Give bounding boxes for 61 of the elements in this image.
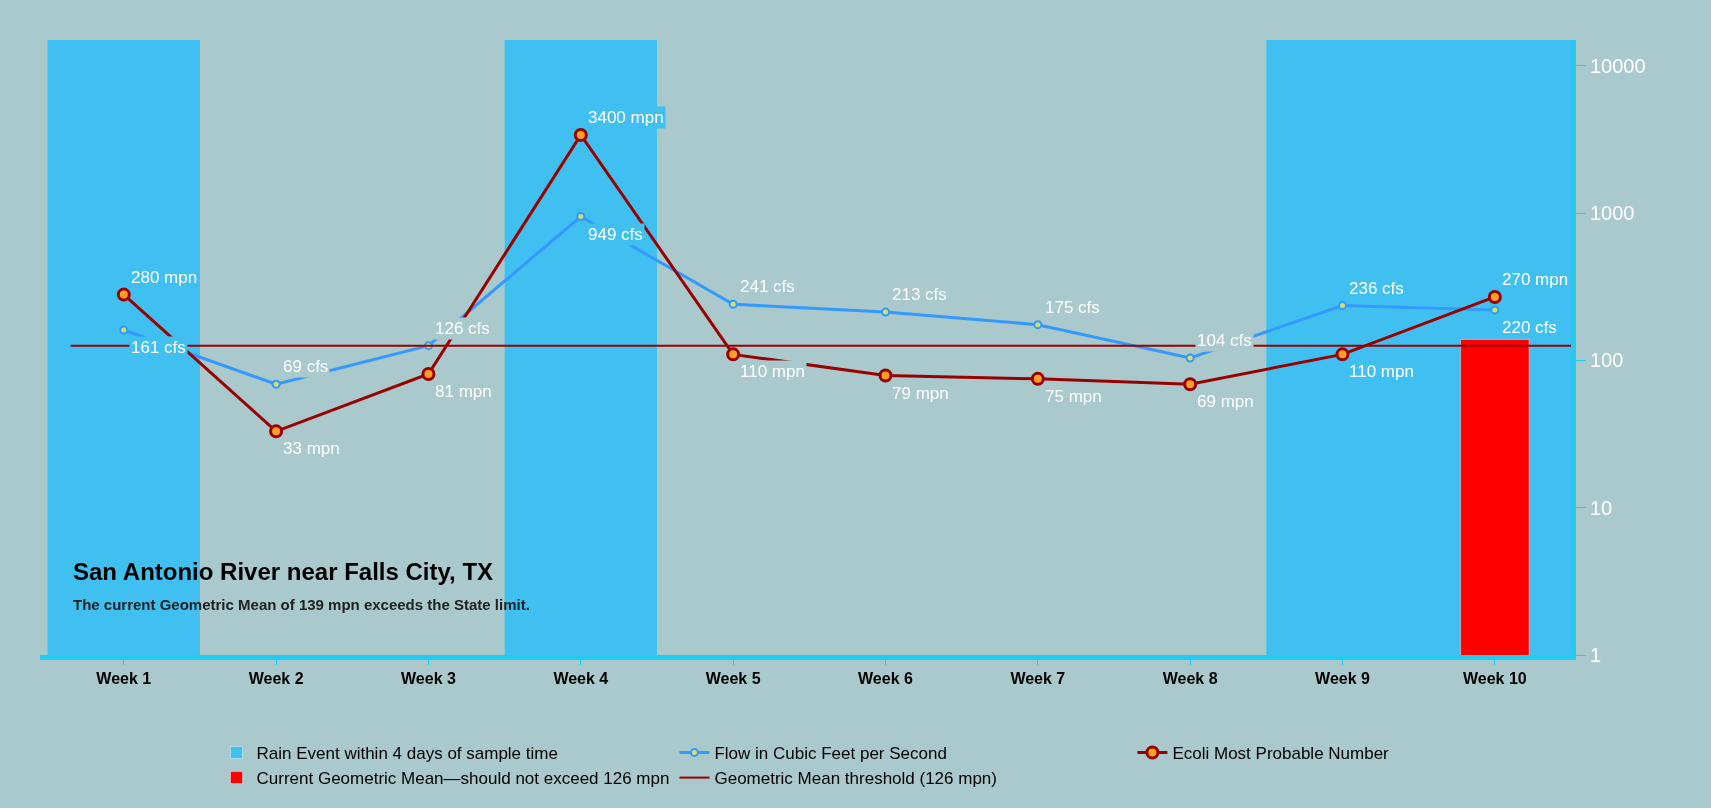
legend-label: Geometric Mean threshold (126 mpn) — [714, 769, 997, 789]
data-label: 69 mpn — [1197, 392, 1254, 411]
point — [880, 307, 890, 317]
y-tick-label: 10 — [1590, 496, 1613, 519]
data-label: 236 cfs — [1349, 279, 1404, 298]
point — [421, 366, 436, 381]
data-label: 241 cfs — [740, 277, 795, 296]
point — [1335, 347, 1350, 362]
data-label: 104 cfs — [1197, 331, 1252, 350]
legend-label: Rain Event within 4 days of sample time — [256, 744, 558, 764]
data-label: 3400 mpn — [588, 108, 664, 127]
data-label: 213 cfs — [892, 285, 947, 304]
point — [1487, 289, 1502, 304]
y-tick-label: 1000 — [1590, 202, 1635, 225]
x-tick-label: Week 2 — [248, 670, 304, 688]
data-label: 126 cfs — [435, 319, 490, 338]
point — [116, 287, 131, 302]
legend-label: Current Geometric Mean—should not exceed 126 mpn — [256, 769, 670, 789]
x-tick-label: Week 4 — [553, 670, 609, 688]
legend-label: Flow in Cubic Feet per Second — [714, 744, 947, 764]
data-label: 161 cfs — [131, 338, 186, 357]
data-label: 81 mpn — [435, 382, 492, 401]
text: San Antonio River near Falls City, TX — [73, 558, 494, 585]
point — [1337, 301, 1347, 311]
legend-label: Ecoli Most Probable Number — [1172, 744, 1390, 764]
point — [1490, 305, 1500, 315]
data-label: 270 mpn — [1502, 270, 1569, 289]
data-label: 79 mpn — [892, 384, 949, 403]
data-label: 280 mpn — [131, 268, 198, 287]
x-tick-label: Week 7 — [1010, 670, 1066, 688]
point — [1030, 371, 1045, 386]
point — [271, 379, 281, 389]
y-tick-label: 10000 — [1590, 54, 1646, 77]
point — [119, 325, 129, 335]
point — [1183, 377, 1198, 392]
data-label: 75 mpn — [1045, 387, 1102, 406]
y-tick-label: 100 — [1590, 349, 1624, 372]
x-tick-label: Week 8 — [1162, 670, 1218, 688]
data-label: 33 mpn — [283, 439, 340, 458]
point — [573, 127, 588, 142]
x-tick-label: Week 5 — [705, 670, 761, 688]
point — [269, 424, 284, 439]
x-tick-label: Week 3 — [401, 670, 456, 688]
data-label: 949 cfs — [588, 225, 643, 244]
data-label: 220 cfs — [1502, 318, 1557, 337]
point — [728, 299, 738, 309]
point — [878, 368, 893, 383]
x-tick-label: Week 1 — [96, 670, 152, 688]
data-label: 110 mpn — [740, 362, 805, 381]
y-tick-label: 1 — [1590, 644, 1602, 666]
x-tick-label: Week 9 — [1315, 670, 1371, 688]
point — [576, 212, 586, 222]
point — [726, 347, 741, 362]
point — [1033, 320, 1043, 330]
text: The current Geometric Mean of 139 mpn exceeds the State limit. — [73, 596, 530, 613]
point — [1185, 353, 1195, 363]
data-label: 175 cfs — [1045, 298, 1100, 317]
data-label: 69 cfs — [283, 357, 329, 376]
x-tick-label: Week 10 — [1462, 670, 1527, 688]
data-label: 110 mpn — [1349, 362, 1414, 381]
x-tick-label: Week 6 — [858, 670, 913, 688]
